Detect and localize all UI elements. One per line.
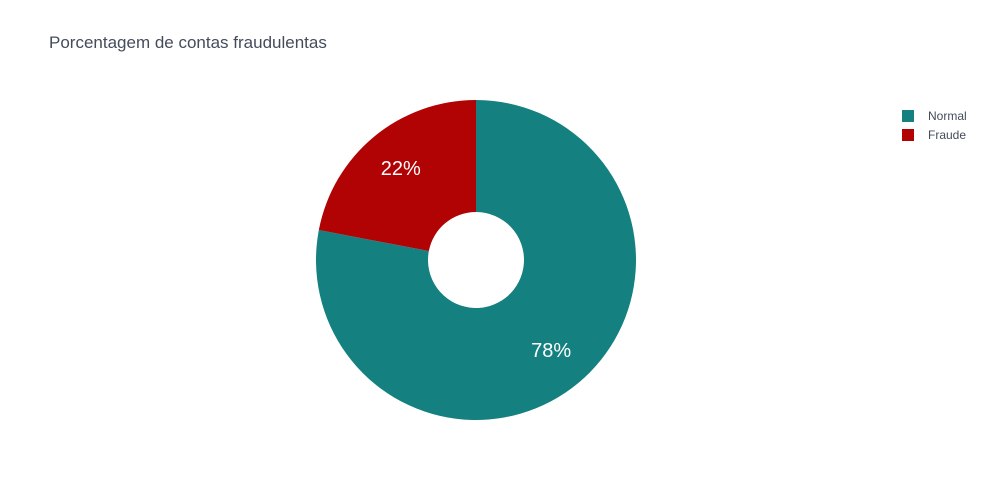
slice-label-normal: 78% — [531, 340, 571, 362]
legend-swatch-normal — [902, 109, 914, 122]
slice-fraude[interactable] — [318, 100, 476, 252]
slices-group — [316, 100, 636, 420]
legend-item-fraude[interactable]: Fraude — [902, 125, 986, 144]
legend: Normal Fraude — [902, 106, 986, 144]
labels-group: 78% 22% — [381, 158, 572, 362]
legend-item-normal[interactable]: Normal — [902, 106, 986, 125]
chart-title: Porcentagem de contas fraudulentas — [49, 33, 327, 52]
legend-label-fraude: Fraude — [928, 127, 967, 142]
slice-label-fraude: 22% — [381, 158, 421, 180]
slice-normal[interactable] — [316, 100, 636, 420]
legend-swatch-fraude — [902, 128, 914, 141]
legend-label-normal: Normal — [928, 108, 967, 123]
